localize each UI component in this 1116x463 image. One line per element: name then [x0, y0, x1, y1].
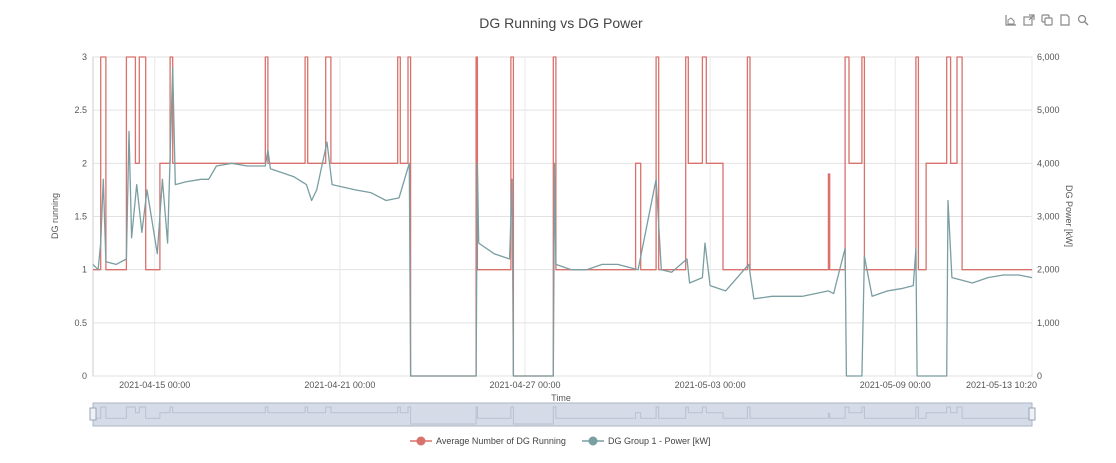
- y-right-tick-label: 4,000: [1037, 158, 1060, 168]
- y-right-tick-label: 1,000: [1037, 318, 1060, 328]
- x-tick-label: 2021-04-27 00:00: [489, 380, 560, 390]
- document-icon[interactable]: [1058, 13, 1072, 27]
- y-left-tick-label: 1.5: [74, 212, 87, 222]
- y-right-tick-label: 0: [1037, 371, 1042, 381]
- y-axis-right-label: DG Power [kW]: [1064, 185, 1074, 247]
- y-right-tick-label: 2,000: [1037, 265, 1060, 275]
- y-left-tick-label: 2.5: [74, 105, 87, 115]
- x-tick-label: 2021-05-03 00:00: [675, 380, 746, 390]
- x-axis-label: Time: [551, 393, 571, 403]
- x-tick-label: 2021-05-09 00:00: [860, 380, 931, 390]
- legend-label-1: Average Number of DG Running: [436, 436, 566, 446]
- y-left-tick-label: 3: [82, 52, 87, 62]
- x-tick-label: 2021-04-21 00:00: [304, 380, 375, 390]
- y-axis-left-label: DG running: [50, 193, 60, 239]
- grid: [92, 56, 1033, 377]
- slider-handle-right[interactable]: [1028, 407, 1036, 421]
- x-axis-ticks: 2021-04-15 00:00 2021-04-21 00:00 2021-04-…: [119, 380, 1037, 390]
- x-tick-label: 2021-04-15 00:00: [119, 380, 190, 390]
- y-left-tick-label: 0.5: [74, 318, 87, 328]
- slider-preview-line: [93, 406, 1032, 425]
- copy-icon[interactable]: [1040, 13, 1054, 27]
- y-right-tick-label: 3,000: [1037, 212, 1060, 222]
- chart-title: DG Running vs DG Power: [479, 15, 643, 31]
- x-tick-label: 2021-05-13 10:20: [966, 380, 1037, 390]
- series-line-1: [93, 56, 1032, 377]
- y-right-tick-label: 5,000: [1037, 105, 1060, 115]
- legend-marker-2: [588, 436, 598, 446]
- legend-label-2: DG Group 1 - Power [kW]: [608, 436, 711, 446]
- legend-marker-1: [416, 436, 426, 446]
- area-chart-icon[interactable]: [1004, 13, 1018, 27]
- slider-track[interactable]: [92, 402, 1033, 427]
- zoom-icon[interactable]: [1076, 13, 1090, 27]
- y-left-tick-label: 0: [82, 371, 87, 381]
- y-axis-right-ticks: 0 1,000 2,000 3,000 4,000 5,000 6,000: [1037, 52, 1060, 381]
- popout-icon[interactable]: [1022, 13, 1036, 27]
- y-axis-left-ticks: 0 0.5 1 1.5 2 2.5 3: [74, 52, 87, 381]
- legend: Average Number of DG Running DG Group 1 -…: [410, 436, 711, 446]
- range-slider[interactable]: [89, 402, 1036, 427]
- series-group: [92, 56, 1033, 377]
- y-left-tick-label: 2: [82, 158, 87, 168]
- y-right-tick-label: 6,000: [1037, 52, 1060, 62]
- series-line-2: [92, 66, 1033, 377]
- chart-toolbar: [1004, 13, 1090, 27]
- y-left-tick-label: 1: [82, 265, 87, 275]
- slider-handle-left[interactable]: [89, 407, 97, 421]
